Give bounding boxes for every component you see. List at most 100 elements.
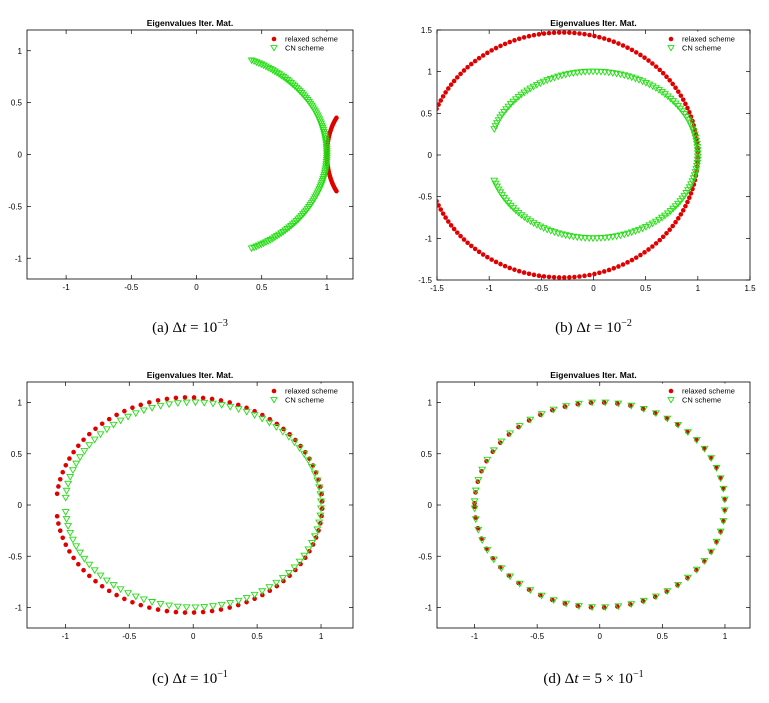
cn-point [68, 467, 77, 475]
relaxed-point [476, 55, 482, 61]
legend-box [264, 383, 352, 407]
relaxed-point [446, 86, 451, 91]
cn-point [627, 402, 636, 410]
cn-point [250, 412, 259, 419]
series-cn-scheme [247, 57, 331, 253]
cn-point [674, 581, 683, 589]
legend-label: CN scheme [285, 44, 324, 53]
cn-point [577, 234, 586, 242]
y-tick-label: 0 [428, 501, 433, 510]
legend-label: CN scheme [682, 44, 721, 53]
relaxed-point [93, 426, 98, 432]
cn-point [90, 567, 99, 575]
cn-point [313, 526, 322, 534]
cn-point [139, 407, 148, 415]
subfigure-caption: (d) Δt = 5 × 10−1 [543, 669, 643, 687]
cn-point [131, 410, 140, 418]
cn-point [474, 477, 483, 484]
relaxed-point [606, 267, 612, 273]
cn-point [601, 604, 610, 612]
cn-point [217, 601, 226, 609]
relaxed-point [625, 45, 630, 50]
legend-box [661, 383, 749, 407]
caption-part: t [574, 671, 579, 687]
cn-point [624, 73, 633, 81]
cn-point [549, 406, 558, 414]
relaxed-point [138, 402, 144, 408]
cn-point [676, 105, 685, 113]
cn-point [648, 83, 657, 91]
legend-marker-relaxed [668, 388, 674, 394]
relaxed-point [235, 402, 241, 408]
cn-point [532, 81, 541, 89]
cn-point [693, 159, 702, 167]
relaxed-point [577, 31, 582, 36]
cn-point [536, 223, 545, 231]
x-tick-label: -0.5 [124, 283, 138, 292]
cn-point [272, 424, 281, 431]
relaxed-point [629, 257, 635, 263]
relaxed-point [480, 252, 486, 257]
relaxed-point [446, 219, 451, 224]
relaxed-point [561, 30, 567, 35]
caption-part: Δ [576, 320, 586, 336]
relaxed-point [438, 98, 444, 103]
y-tick-label: 0 [18, 151, 23, 160]
subfigure-caption: (a) Δt = 10−3 [152, 318, 228, 336]
relaxed-point [60, 535, 66, 541]
relaxed-point [489, 257, 494, 262]
relaxed-point [87, 573, 92, 579]
cn-point [165, 602, 174, 610]
relaxed-point [660, 234, 666, 240]
plot-area [247, 57, 339, 253]
cn-point [478, 466, 487, 474]
cn-point [242, 595, 251, 602]
chart-title: Eigenvalues Iter. Mat. [147, 18, 233, 28]
relaxed-point [71, 449, 76, 455]
x-tick-label: 1 [723, 632, 728, 641]
cn-point [671, 203, 680, 211]
x-tick-label: -1 [471, 632, 479, 641]
cn-point [489, 447, 498, 455]
cn-point [315, 519, 324, 527]
relaxed-point [465, 240, 470, 246]
cn-point [474, 526, 483, 534]
cn-point [80, 555, 89, 563]
cn-point [671, 100, 680, 108]
legend-marker-relaxed [271, 36, 277, 42]
caption-exponent: −2 [621, 318, 632, 329]
cn-point [719, 485, 728, 493]
cn-point [648, 220, 657, 228]
y-tick-label: 0 [18, 501, 23, 510]
cn-point [156, 402, 165, 410]
cn-point [683, 574, 692, 582]
cn-point [182, 604, 191, 612]
cn-point [658, 89, 667, 96]
cn-point [588, 399, 597, 407]
relaxed-point [437, 112, 438, 114]
y-tick-label: 0.5 [11, 450, 23, 459]
y-tick-label: 1 [18, 399, 23, 408]
cn-point [109, 582, 118, 589]
cn-point [310, 470, 319, 478]
caption-part: = [186, 671, 202, 687]
relaxed-point [316, 477, 321, 482]
cn-point [537, 592, 546, 600]
relaxed-point [516, 36, 522, 42]
relaxed-point [640, 406, 646, 412]
relaxed-point [670, 81, 676, 87]
relaxed-point [606, 37, 612, 43]
cn-point [295, 214, 304, 222]
x-tick-label: 0.5 [252, 632, 264, 641]
relaxed-point [670, 223, 676, 229]
relaxed-point [664, 74, 669, 79]
relaxed-point [567, 275, 572, 280]
axes-frame [436, 29, 751, 281]
axes-frame [26, 381, 354, 629]
cn-point [66, 530, 75, 537]
relaxed-point [260, 592, 265, 598]
cn-point [316, 512, 325, 520]
